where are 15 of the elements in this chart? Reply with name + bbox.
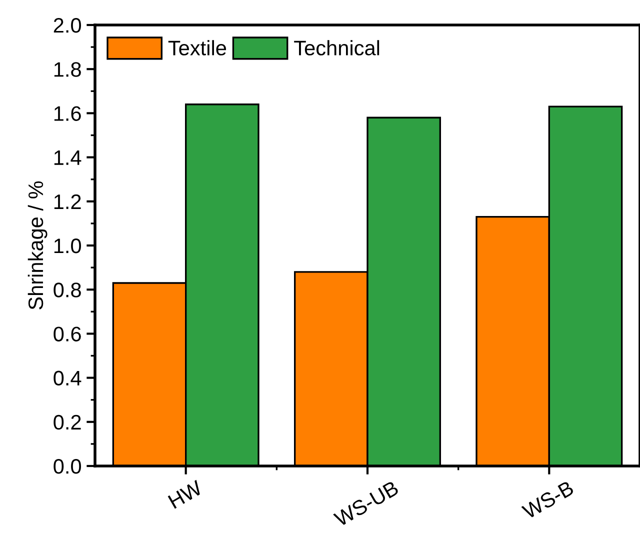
y-tick-label: 1.4	[54, 150, 82, 165]
y-tick-label: 0.2	[54, 414, 81, 430]
y-tick-label: 0.6	[54, 326, 81, 342]
y-tick-label: 0.4	[54, 370, 82, 386]
legend-label: Textile	[168, 40, 226, 56]
y-tick-label: 1.0	[54, 238, 81, 254]
x-tick-label: HW	[168, 480, 204, 509]
y-axis-title: Shrinkage / %	[28, 181, 48, 310]
y-tick-label: 1.6	[54, 106, 81, 121]
legend-label: Technical	[294, 40, 380, 56]
y-tick-label: 1.8	[54, 62, 81, 77]
y-tick-label: 1.2	[54, 194, 81, 209]
y-tick-label: 0.0	[54, 459, 81, 474]
y-tick-label: 0.8	[54, 282, 81, 298]
y-tick-label: 2.0	[54, 18, 81, 33]
